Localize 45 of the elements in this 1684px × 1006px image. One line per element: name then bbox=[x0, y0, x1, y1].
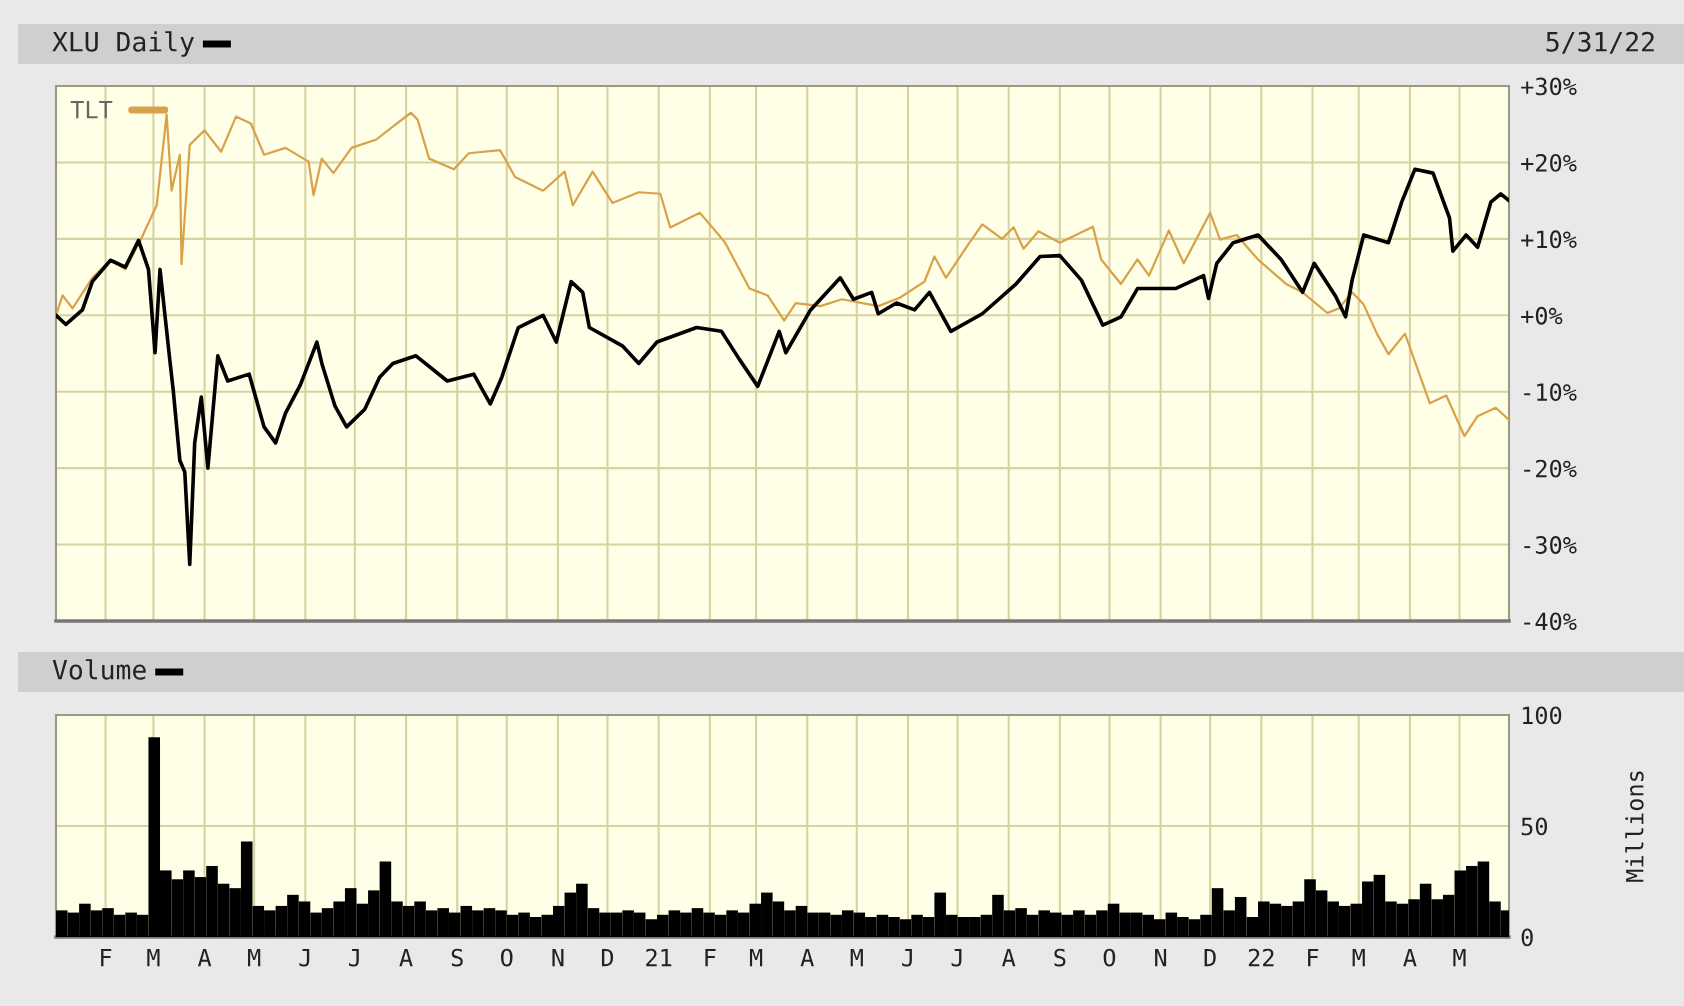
chart-title: XLU Daily bbox=[52, 31, 194, 57]
x-tick-label: F bbox=[705, 948, 716, 967]
y-tick-label: +10% bbox=[1521, 230, 1577, 249]
x-tick-label: N bbox=[552, 948, 564, 967]
y-tick-label: -10% bbox=[1524, 383, 1577, 402]
x-tick-label: M bbox=[248, 948, 261, 967]
x-tick-label: A bbox=[197, 948, 212, 967]
x-tick-label: 21 bbox=[646, 948, 672, 967]
x-tick-label: F bbox=[101, 948, 112, 967]
x-tick-label: M bbox=[147, 948, 160, 967]
text: 5/31/22 bbox=[1546, 31, 1654, 54]
x-tick-label: A bbox=[800, 948, 814, 967]
x-tick-label: M bbox=[749, 948, 763, 967]
x-tick-label: N bbox=[1155, 948, 1167, 967]
x-tick-label: A bbox=[1002, 948, 1016, 967]
x-tick-label: S bbox=[1054, 948, 1066, 967]
y-tick-label: -20% bbox=[1524, 459, 1577, 478]
x-tick-label: J bbox=[951, 948, 962, 967]
y-tick-label: 100 bbox=[1522, 706, 1562, 725]
x-tick-label: O bbox=[501, 948, 513, 967]
legend-label: TLT bbox=[70, 101, 113, 119]
y-tick-label: +30% bbox=[1521, 77, 1577, 96]
x-tick-label: F bbox=[1308, 948, 1319, 967]
x-tick-label: A bbox=[399, 948, 413, 967]
line-series bbox=[56, 167, 1509, 567]
y-tick-label: +0% bbox=[1521, 306, 1563, 325]
x-tick-label: O bbox=[1103, 948, 1116, 967]
x-tick-label: D bbox=[1204, 948, 1216, 967]
x-tick-label: D bbox=[601, 948, 614, 967]
x-tick-label: M bbox=[850, 948, 863, 967]
chart-title: Volume bbox=[52, 659, 146, 680]
y-tick-label: -40% bbox=[1524, 612, 1577, 631]
y-tick-label: 0 bbox=[1521, 928, 1533, 947]
x-tick-label: J bbox=[299, 948, 310, 967]
y-tick-label: 50 bbox=[1521, 817, 1548, 836]
x-tick-label: M bbox=[1352, 948, 1365, 967]
x-tick-label: A bbox=[1403, 948, 1417, 967]
x-tick-label: M bbox=[1453, 948, 1466, 967]
x-tick-label: S bbox=[451, 948, 463, 967]
y-tick-label: -30% bbox=[1524, 536, 1577, 554]
x-tick-label: 22 bbox=[1248, 948, 1274, 967]
x-tick-label: J bbox=[902, 948, 912, 967]
x-tick-label: J bbox=[349, 948, 359, 967]
y-axis-title: Millions bbox=[1625, 771, 1644, 882]
y-tick-label: +20% bbox=[1521, 153, 1577, 172]
